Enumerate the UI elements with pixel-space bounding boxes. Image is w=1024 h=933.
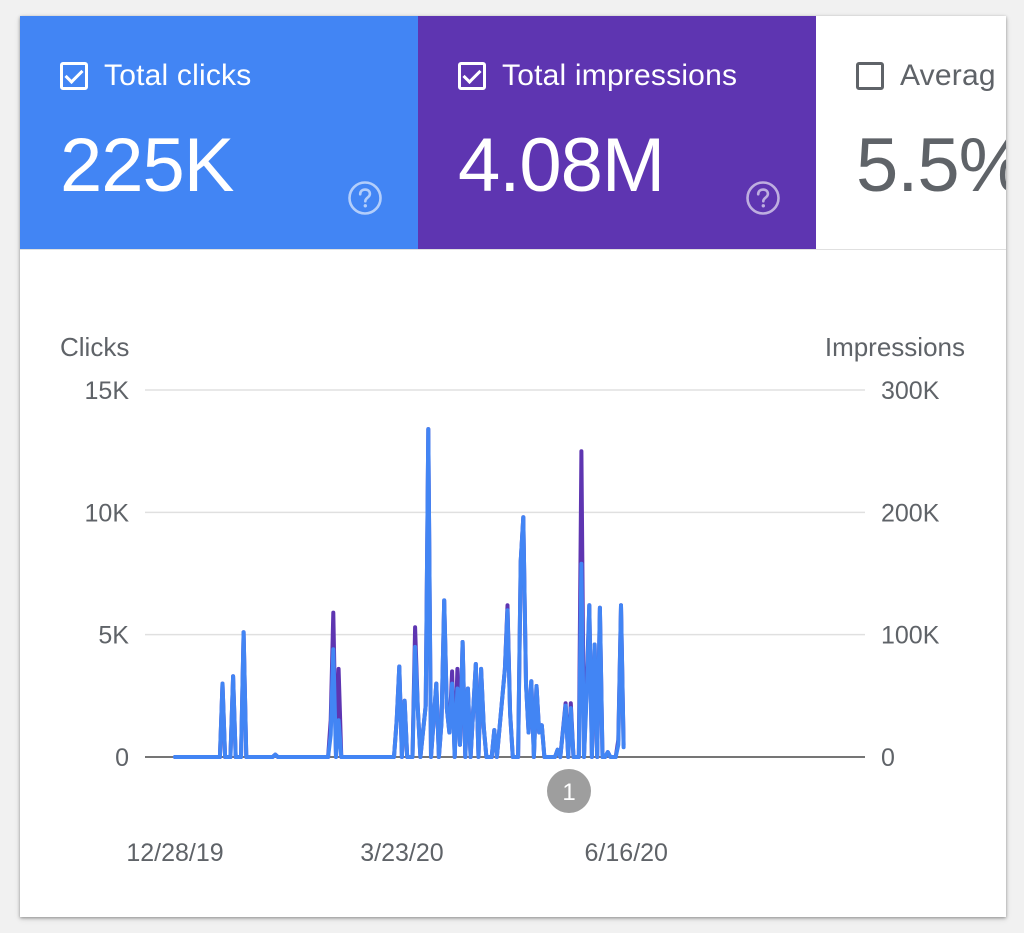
y2-axis-title: Impressions <box>825 332 965 362</box>
metric-label: Averag <box>900 59 996 92</box>
checkbox-unchecked-icon[interactable] <box>856 62 884 90</box>
y-tick-label: 5K <box>98 622 129 650</box>
y-tick-label: 0 <box>115 744 129 772</box>
chart-gridlines <box>145 389 865 758</box>
metric-header: Averag <box>856 58 996 94</box>
metric-label: Total impressions <box>502 59 738 92</box>
x-tick-label: 3/23/20 <box>360 839 443 867</box>
x-tick-label: 12/28/19 <box>126 839 223 867</box>
checkbox-checked-icon[interactable] <box>60 62 88 90</box>
performance-chart: Clicks Impressions 0 0 5K 100K 10K 200K 15K 300… <box>60 332 965 867</box>
chart-text: Clicks Impressions <box>60 332 965 362</box>
annotation-circle[interactable] <box>547 769 591 813</box>
y2-tick-label: 100K <box>881 622 940 650</box>
chart-ticks: 0 0 5K 100K 10K 200K 15K 300K 12/28/19 3/23/20 6/1… <box>85 377 940 867</box>
metric-header: Total clicks <box>60 58 251 94</box>
metric-tile-average-position[interactable]: Averag 5.5% <box>816 16 1006 249</box>
annotation-badge[interactable]: 1 <box>547 769 591 813</box>
y-axis-title: Clicks <box>60 332 129 362</box>
y2-tick-label: 0 <box>881 744 895 772</box>
metric-tiles: Total clicks 225K Total impressions 4.08… <box>20 16 1006 250</box>
help-icon[interactable] <box>347 180 383 216</box>
metric-tile-total-impressions[interactable]: Total impressions 4.08M <box>418 16 816 249</box>
clicks-line <box>173 427 626 759</box>
metric-label: Total clicks <box>104 59 252 92</box>
y-tick-label: 10K <box>85 499 130 527</box>
chart-series <box>173 427 626 759</box>
metric-value: 5.5% <box>856 123 1006 208</box>
metric-value: 4.08M <box>458 123 665 208</box>
y2-tick-label: 200K <box>881 499 940 527</box>
chart-area: Clicks Impressions 0 0 5K 100K 10K 200K 15K 300… <box>20 250 1006 917</box>
metric-value: 225K <box>60 123 234 208</box>
performance-card: Total clicks 225K Total impressions 4.08… <box>20 16 1006 917</box>
checkbox-checked-icon[interactable] <box>458 62 486 90</box>
y2-tick-label: 300K <box>881 377 940 405</box>
x-tick-label: 6/16/20 <box>585 839 668 867</box>
metric-tile-total-clicks[interactable]: Total clicks 225K <box>20 16 418 249</box>
y-tick-label: 15K <box>85 377 130 405</box>
metric-header: Total impressions <box>458 58 737 94</box>
annotation-label: 1 <box>562 779 575 806</box>
help-icon[interactable] <box>745 180 781 216</box>
